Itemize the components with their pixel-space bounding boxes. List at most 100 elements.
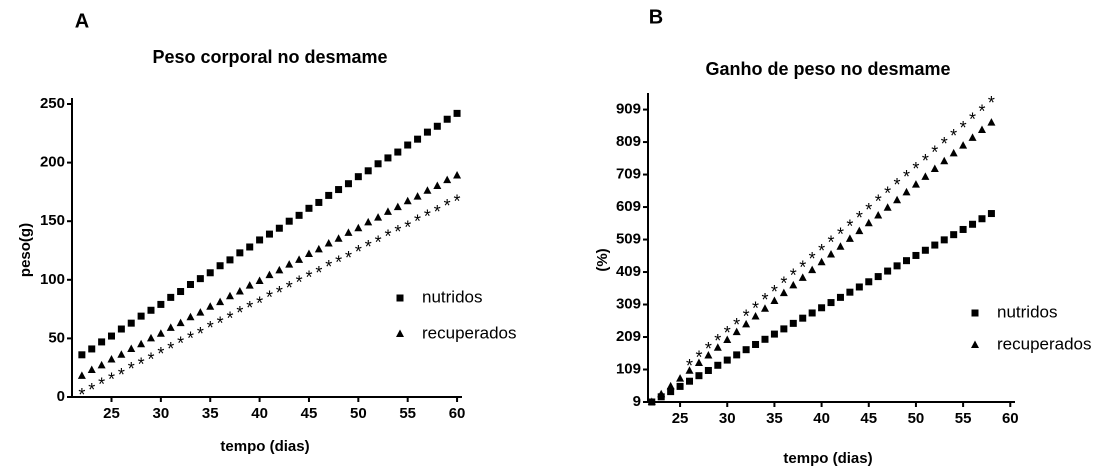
y-tick-label: 209 [616,328,641,345]
significance-marker: * [424,207,431,227]
significance-marker: * [912,159,919,179]
data-point [874,210,883,219]
y-tick-label: 150 [40,212,65,229]
data-point [156,329,165,337]
data-point [836,242,845,250]
data-point [314,244,323,253]
data-point [723,335,732,343]
significance-marker: * [118,365,125,385]
data-point [780,325,788,333]
data-point [817,257,826,266]
significance-marker: * [276,283,283,303]
data-point [779,288,788,297]
significance-marker: * [884,184,891,204]
data-point [704,351,713,359]
significance-marker: * [799,257,806,277]
y-tick-label: 200 [40,154,65,171]
x-axis-label: tempo (dias) [220,438,309,455]
data-point [676,382,684,390]
data-point [770,296,779,304]
significance-marker: * [236,303,243,323]
y-tick-label: 909 [616,101,641,118]
significance-marker: * [454,192,461,212]
data-point [364,217,373,226]
data-point [186,280,194,288]
significance-marker: * [394,222,401,242]
data-point [146,333,155,342]
significance-marker: * [256,293,263,313]
significance-marker: * [695,348,702,368]
data-point [931,241,939,249]
significance-marker: * [988,93,995,113]
data-point [968,133,977,141]
data-point [295,211,303,219]
x-tick-label: 50 [908,410,925,427]
data-point [865,278,873,286]
data-point [676,374,685,382]
data-point [723,356,731,364]
significance-marker: * [724,323,731,343]
data-point [987,210,995,218]
data-point [256,236,264,244]
panel-label: B [649,6,663,28]
data-point [364,167,372,175]
data-point [226,256,234,264]
significance-marker: * [355,242,362,262]
significance-marker: * [78,385,85,405]
y-tick-label: 100 [40,271,65,288]
x-tick-label: 35 [766,410,783,427]
data-point [752,340,760,348]
significance-marker: * [147,350,154,370]
data-point [186,312,195,321]
data-point [874,273,882,281]
data-point [808,309,816,317]
data-point [137,312,145,320]
significance-marker: * [108,370,115,390]
data-point [742,319,751,328]
x-tick-label: 60 [449,405,466,422]
significance-marker: * [404,217,411,237]
data-point [127,319,135,327]
data-point [404,141,412,149]
data-point [685,366,694,374]
data-point [413,192,422,200]
significance-marker: * [157,344,164,364]
data-point [903,257,911,265]
legend-label: nutridos [422,287,482,306]
significance-marker: * [315,263,322,283]
significance-marker: * [434,202,441,222]
y-tick-label: 409 [616,263,641,280]
data-point [789,280,798,289]
legend-label: recuperados [422,323,517,342]
data-point [334,234,343,242]
data-point [959,141,968,149]
panel-label: A [75,10,89,32]
data-point [921,246,929,254]
data-point [246,243,254,251]
y-tick-label: 809 [616,133,641,150]
data-point [443,175,452,184]
data-point [127,344,136,352]
data-point [176,318,185,327]
data-point [921,172,930,180]
significance-marker: * [167,339,174,359]
data-point [88,345,96,353]
x-tick-label: 50 [350,405,367,422]
data-point [107,332,115,340]
data-point [713,343,722,351]
data-point [196,308,205,316]
data-point [453,170,462,179]
data-point [695,372,703,380]
x-tick-label: 55 [955,410,972,427]
data-point [686,377,694,385]
data-point [235,287,244,295]
data-point [761,335,769,343]
significance-marker: * [296,272,303,292]
data-point [137,339,146,348]
data-point [666,381,675,390]
data-point [893,262,901,270]
legend-marker [396,294,404,302]
data-point [206,269,214,277]
significance-marker: * [771,282,778,302]
y-tick-label: 509 [616,231,641,248]
